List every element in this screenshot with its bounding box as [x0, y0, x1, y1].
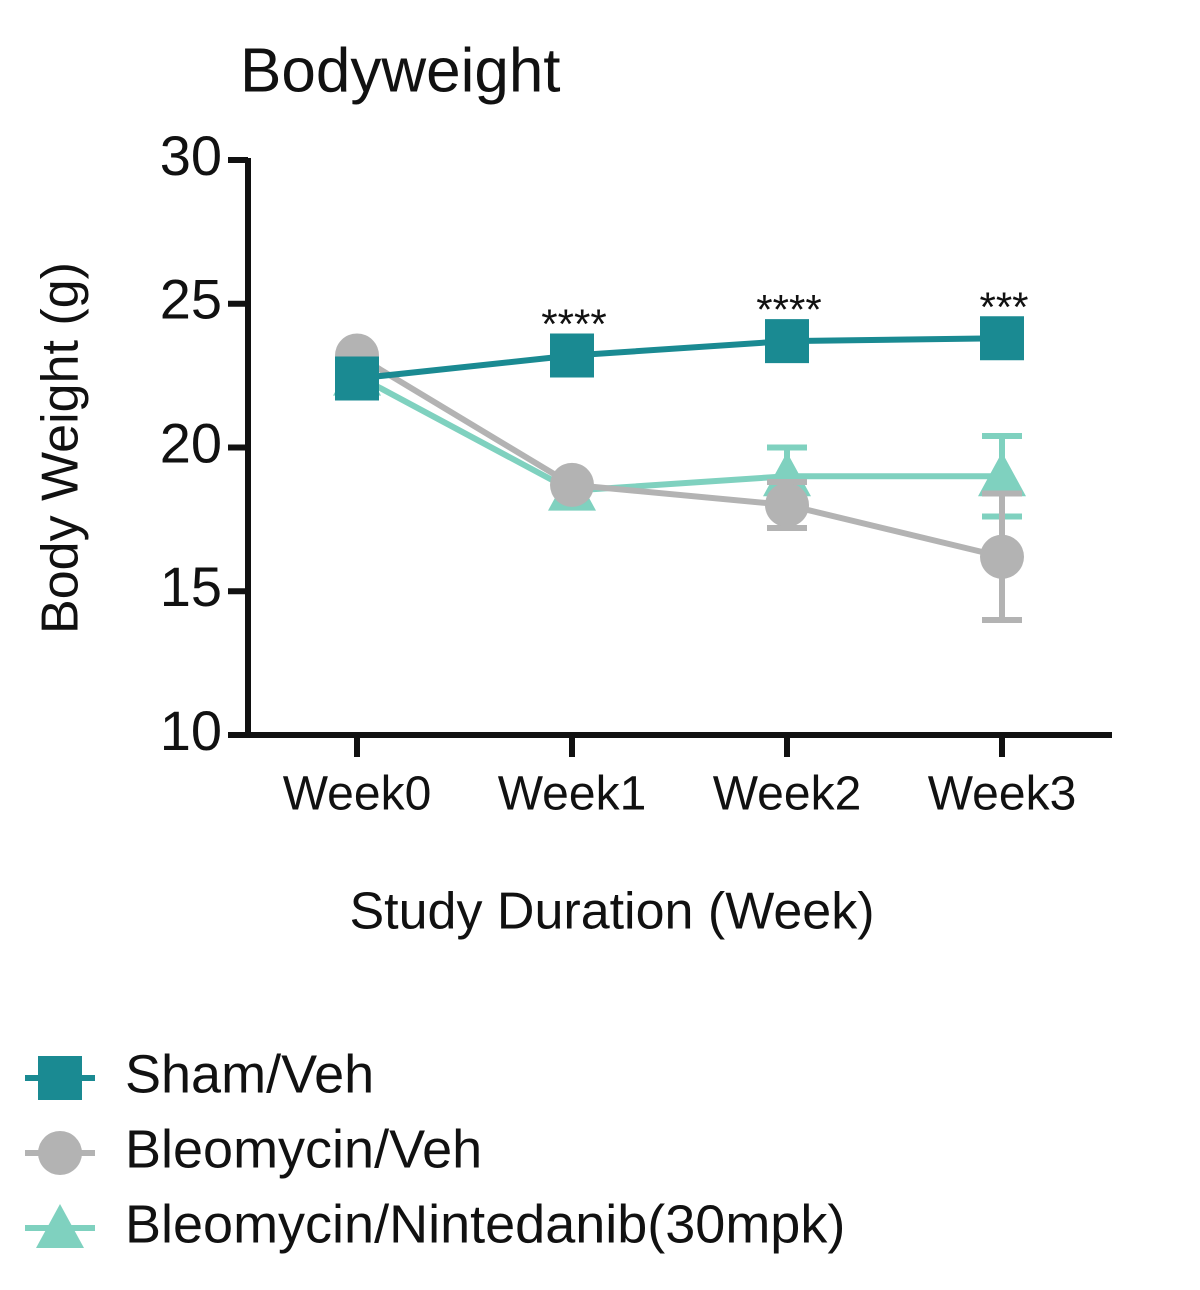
- significance-label: ****: [756, 286, 821, 333]
- x-tick-label: Week2: [713, 768, 862, 821]
- point: [765, 319, 809, 364]
- legend-marker: [38, 1056, 82, 1100]
- x-tick-label: Week3: [928, 768, 1077, 821]
- point: [980, 534, 1024, 579]
- y-axis-label: Body Weight (g): [32, 262, 90, 634]
- point: [765, 483, 809, 527]
- y-tick-label: 10: [160, 699, 222, 762]
- y-tick-label: 15: [160, 555, 222, 618]
- point: [978, 452, 1026, 497]
- y-tick-label: 20: [160, 411, 222, 474]
- y-tick-label: 30: [160, 124, 222, 187]
- x-tick-label: Week0: [283, 768, 432, 821]
- legend-marker: [36, 1204, 84, 1248]
- point: [335, 356, 379, 401]
- significance-label: ***: [979, 283, 1028, 330]
- legend-marker: [38, 1131, 82, 1175]
- significance-label: ****: [541, 301, 606, 348]
- point: [763, 452, 811, 497]
- legend-label: Sham/Veh: [125, 1044, 374, 1104]
- legend-label: Bleomycin/Nintedanib(30mpk): [125, 1194, 845, 1254]
- point: [550, 333, 594, 378]
- point: [980, 316, 1024, 361]
- x-axis-label: Study Duration (Week): [349, 883, 874, 941]
- series-line: [355, 352, 1003, 560]
- series-line: [356, 335, 1003, 382]
- y-tick-label: 25: [160, 268, 222, 331]
- chart-title: Bodyweight: [240, 36, 561, 105]
- series-line: [355, 372, 1002, 494]
- point: [550, 462, 594, 507]
- x-tick-label: Week1: [498, 768, 647, 821]
- legend-label: Bleomycin/Veh: [125, 1119, 482, 1179]
